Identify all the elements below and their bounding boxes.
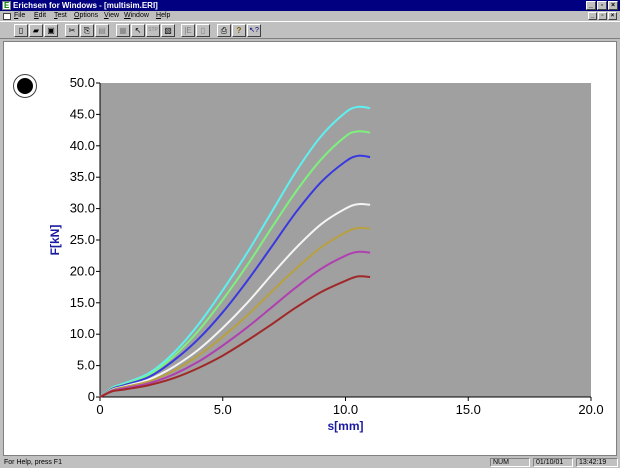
paste-icon[interactable]: ▤ [95, 24, 109, 37]
status-num: NUM [490, 458, 530, 467]
force-displacement-chart: 0 5.0 10.0 15.0 20.0 25.0 30.0 35.0 40.0 45.0 50.0… [48, 75, 604, 433]
status-time: 13:42:19 [576, 458, 618, 467]
toolbar: ▯ ▰ ▣ ✂ ⎘ ▤ ▦ ↖ STP ▧ |E ▯ ⎙ ? ↖? [0, 21, 620, 39]
menu-edit[interactable]: Edit [34, 12, 47, 19]
y-tick-label: 35.0 [70, 169, 95, 184]
y-tick-label: 0 [88, 389, 95, 404]
new-file-icon[interactable]: ▯ [14, 24, 28, 37]
report-icon[interactable]: ▦ [116, 24, 130, 37]
menu-view[interactable]: View [104, 12, 120, 19]
series-line-3 [99, 154, 371, 398]
y-tick-label: 5.0 [77, 358, 95, 373]
x-tick-label: 0 [96, 402, 103, 417]
help-icon[interactable]: ? [232, 24, 246, 37]
x-tick-label: 15.0 [456, 402, 481, 417]
status-date: 01/10/01 [533, 458, 573, 467]
series-line-6 [99, 250, 371, 398]
window-title: Erichsen for Windows - [multisim.ERI] [13, 1, 158, 10]
mdi-close-button[interactable]: × [608, 12, 617, 20]
cut-icon[interactable]: ✂ [65, 24, 79, 37]
app-icon[interactable] [2, 0, 11, 11]
menu-bar: File Edit Test Options View Window Help … [0, 11, 620, 21]
series-line-7 [99, 275, 371, 398]
save-icon[interactable]: ▣ [44, 24, 58, 37]
graph-icon[interactable]: ▧ [161, 24, 175, 37]
close-button[interactable]: × [608, 1, 618, 10]
page-icon[interactable]: ▯ [196, 24, 210, 37]
y-tick-label: 25.0 [70, 232, 95, 247]
title-bar[interactable]: Erichsen for Windows - [multisim.ERI] _ … [0, 0, 620, 11]
mdi-minimize-button[interactable]: _ [588, 12, 597, 20]
series-line-5 [99, 226, 371, 398]
x-tick-label: 5.0 [214, 402, 232, 417]
print-icon[interactable]: ⎙ [217, 24, 231, 37]
menu-help[interactable]: Help [156, 12, 171, 19]
minimize-button[interactable]: _ [586, 1, 596, 10]
stop-icon[interactable]: STP [146, 24, 160, 37]
y-axis-title: F[kN] [48, 225, 62, 256]
x-axis-title: s[mm] [327, 419, 363, 433]
maximize-button[interactable]: ▫ [597, 1, 607, 10]
context-help-icon[interactable]: ↖? [247, 24, 261, 37]
status-bar: For Help, press F1 NUM 01/10/01 13:42:19 [0, 457, 620, 468]
document-icon[interactable] [3, 13, 11, 20]
y-tick-label: 30.0 [70, 201, 95, 216]
layout-icon[interactable]: |E [181, 24, 195, 37]
x-tick-label: 20.0 [578, 402, 603, 417]
series-line-1 [99, 105, 371, 398]
status-indicator-icon[interactable] [13, 74, 37, 98]
y-tick-label: 45.0 [70, 106, 95, 121]
pointer-icon[interactable]: ↖ [131, 24, 145, 37]
y-tick-label: 20.0 [70, 263, 95, 278]
menu-file[interactable]: File [14, 12, 26, 19]
mdi-restore-button[interactable]: ▫ [598, 12, 607, 20]
plot-area [100, 83, 591, 397]
y-tick-label: 15.0 [70, 295, 95, 310]
y-tick-label: 40.0 [70, 138, 95, 153]
open-folder-icon[interactable]: ▰ [29, 24, 43, 37]
menu-test[interactable]: Test [54, 12, 67, 19]
status-help-text: For Help, press F1 [4, 459, 62, 466]
menu-options[interactable]: Options [74, 12, 99, 19]
y-tick-label: 50.0 [70, 75, 95, 90]
menu-window[interactable]: Window [124, 12, 149, 19]
document-area: 0 5.0 10.0 15.0 20.0 25.0 30.0 35.0 40.0 45.0 50.0… [3, 41, 617, 456]
copy-icon[interactable]: ⎘ [80, 24, 94, 37]
x-tick-label: 10.0 [333, 402, 358, 417]
y-tick-label: 10.0 [70, 326, 95, 341]
